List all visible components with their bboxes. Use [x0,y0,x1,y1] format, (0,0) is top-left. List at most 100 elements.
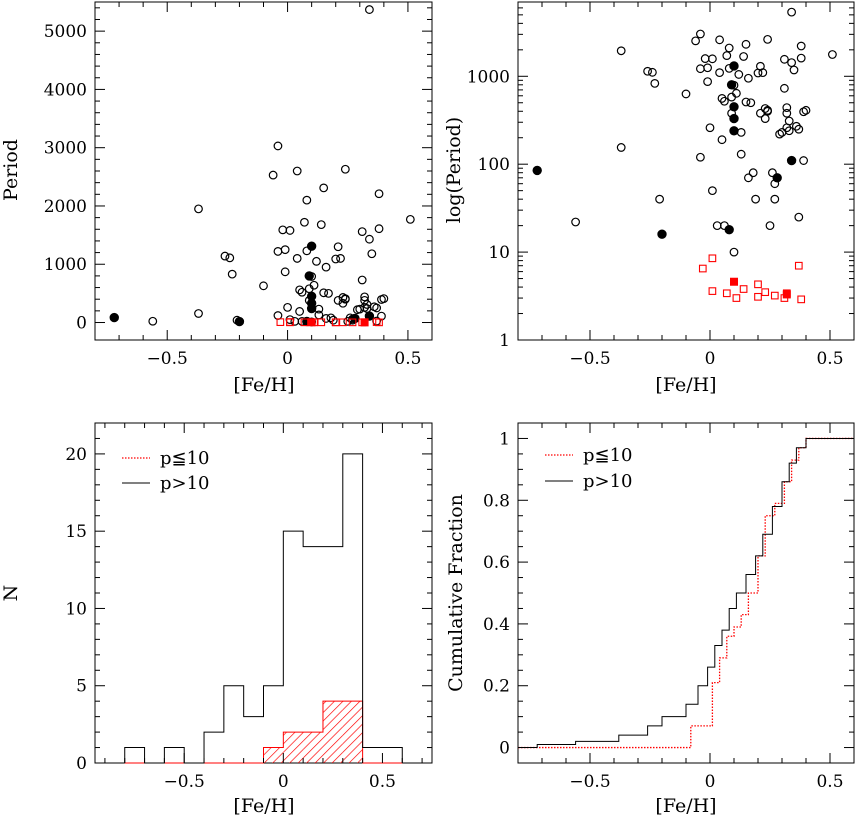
data-point [782,290,791,299]
x-tick-label: −0.5 [147,349,188,369]
y-tick-label: 10 [65,599,87,619]
data-point [225,253,235,263]
data-point [760,104,770,113]
data-point [732,88,741,98]
data-point [306,303,317,314]
data-point [782,103,792,113]
data-point [700,54,710,63]
data-point [194,309,203,318]
x-axis-label: [Fe/H] [655,795,716,817]
y-tick-label: 1 [499,331,510,351]
data-point [285,226,295,235]
data-point [295,307,305,316]
data-point [717,135,727,145]
data-point [784,126,794,136]
legend-label-long-period: p>10 [160,473,210,494]
data-point [302,195,312,205]
data-point [324,288,333,298]
data-point [730,277,738,286]
hist-outline-long-period [124,453,403,764]
data-point [273,247,283,256]
data-point [724,224,734,235]
y-tick-label: 0.2 [483,677,510,697]
data-point [787,58,796,68]
legend-label-short-period: p≦10 [160,448,210,469]
x-tick-label: 0.5 [394,349,421,369]
data-point [405,214,415,224]
data-point [364,311,375,321]
data-point [792,121,801,131]
data-point [734,70,744,79]
hist-bar-short-period [322,701,343,763]
data-point [306,241,317,251]
data-point [708,254,717,263]
data-point [227,269,237,279]
data-point [786,155,797,166]
data-point [304,271,314,281]
data-point [801,105,811,115]
data-point [726,80,737,90]
data-point [777,127,787,137]
data-point [794,212,804,222]
y-tick-label: 0 [499,739,510,759]
x-axis-label: [Fe/H] [655,374,716,396]
data-point [348,318,357,327]
data-point [297,287,307,297]
data-point [696,29,705,39]
data-point [729,102,739,112]
data-point [729,247,739,257]
data-point [616,46,626,56]
legend-label-long-period: p>10 [583,471,633,492]
data-point [300,217,309,227]
data-point [729,61,739,71]
data-point [148,316,158,326]
x-tick-label: 0 [282,349,293,369]
data-point [360,292,370,302]
data-point [655,194,664,204]
y-axis-label: Cumulative Fraction [445,494,467,692]
data-point [365,234,374,244]
data-point [760,114,770,124]
data-point [717,94,727,103]
x-tick-label: −0.5 [164,772,205,792]
data-point [283,302,292,312]
y-axis-label: N [0,585,22,602]
data-point [770,291,779,300]
data-point [280,245,290,255]
y-tick-label: 5000 [44,22,87,42]
y-axis-label: Period [0,139,22,201]
data-point [748,168,758,178]
data-point [799,107,808,117]
y-tick-label: 0 [76,314,87,334]
data-point [708,186,717,196]
data-point [372,303,382,313]
y-tick-label: 10 [488,243,510,263]
data-point [357,275,367,285]
data-point [794,261,803,270]
data-point [739,285,748,293]
data-point [782,108,792,118]
data-point [316,220,326,230]
data-point [761,288,770,297]
data-point [650,79,660,88]
data-point [333,242,343,252]
data-point [286,318,294,327]
data-point [292,166,302,176]
y-axis-label: log(Period) [443,117,465,223]
x-tick-label: −0.5 [569,349,610,369]
data-point [379,294,389,304]
y-tick-label: 2000 [44,197,87,217]
data-point [732,294,741,302]
y-tick-label: 3000 [44,139,87,159]
cdf-line-short-period [518,437,854,749]
panel-histogram: −0.5 0 0.5 0 5 10 15 20 p≦10 p>10 [Fe/H] N [0,422,433,817]
data-point [273,311,283,320]
data-point [648,67,657,77]
data-point [657,229,667,239]
data-point [331,318,340,327]
data-point [772,173,782,183]
data-point [794,124,804,134]
data-point [307,318,316,327]
x-axis-label: [Fe/H] [233,374,294,396]
data-point [775,129,784,139]
